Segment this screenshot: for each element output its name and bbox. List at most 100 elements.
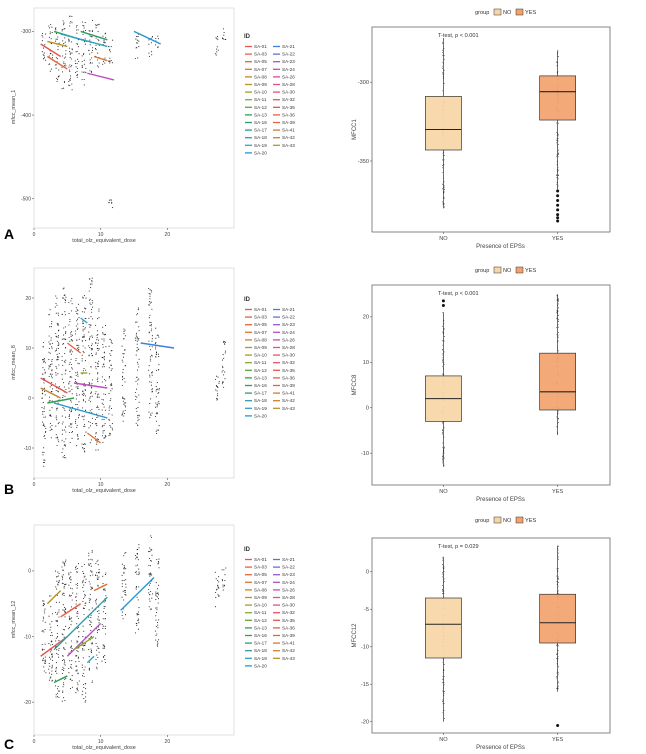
data-point	[70, 426, 72, 428]
data-point	[55, 336, 57, 338]
data-point	[61, 582, 63, 584]
data-point	[96, 666, 98, 668]
data-point	[75, 600, 77, 602]
data-point	[158, 639, 160, 641]
data-point	[61, 338, 63, 340]
data-point	[62, 448, 64, 450]
point-column	[215, 375, 220, 401]
data-point	[149, 594, 151, 596]
data-point	[91, 570, 93, 572]
data-point	[136, 321, 138, 323]
data-point	[70, 353, 72, 355]
data-point	[91, 36, 93, 38]
data-point	[101, 426, 103, 428]
data-point	[71, 49, 73, 51]
data-point	[68, 40, 70, 42]
data-point	[88, 598, 90, 600]
data-point	[84, 308, 87, 310]
jitter-point	[443, 709, 445, 711]
data-point	[83, 385, 85, 387]
data-point	[97, 377, 99, 379]
legend-label: SA-36	[282, 625, 295, 630]
legend-label: SA-13	[254, 112, 267, 117]
point-column	[108, 199, 114, 209]
data-point	[138, 618, 140, 620]
data-point	[157, 369, 159, 371]
data-point	[155, 599, 157, 601]
legend-label: SA-21	[282, 44, 295, 49]
data-point	[110, 199, 112, 201]
data-point	[81, 21, 84, 23]
data-point	[104, 62, 106, 64]
jitter-point	[443, 571, 445, 573]
data-point	[43, 54, 45, 57]
data-point	[49, 342, 51, 345]
legend-label: SA-18	[254, 648, 267, 653]
data-point	[92, 306, 94, 308]
data-point	[55, 415, 57, 417]
data-point	[151, 354, 153, 356]
data-point	[151, 291, 153, 293]
data-point	[57, 330, 60, 332]
data-point	[96, 631, 98, 633]
data-point	[88, 299, 91, 301]
data-point	[90, 366, 92, 368]
data-point	[49, 386, 51, 388]
data-point	[151, 593, 154, 595]
data-point	[56, 356, 59, 358]
data-point	[156, 413, 158, 415]
data-point	[50, 606, 52, 608]
data-point	[42, 600, 44, 602]
data-point	[150, 413, 152, 415]
y-tick-label: -300	[21, 29, 31, 35]
data-point	[149, 298, 151, 300]
regression-line	[47, 397, 75, 404]
data-point	[75, 357, 77, 360]
data-point	[98, 612, 100, 614]
data-point	[108, 407, 110, 409]
data-point	[81, 360, 83, 362]
data-point	[98, 610, 100, 612]
data-point	[98, 360, 100, 362]
jitter-point	[442, 331, 444, 333]
data-point	[64, 616, 66, 618]
data-point	[105, 595, 107, 597]
data-point	[84, 643, 86, 645]
data-point	[158, 387, 160, 390]
data-point	[78, 338, 80, 340]
data-point	[70, 666, 72, 668]
data-point	[91, 571, 93, 573]
data-point	[218, 587, 220, 589]
data-point	[50, 43, 53, 45]
point-column	[134, 307, 140, 426]
data-point	[44, 662, 46, 664]
jitter-point	[443, 692, 445, 694]
data-point	[49, 629, 51, 631]
data-point	[217, 387, 219, 389]
data-point	[217, 586, 219, 588]
legend-label: SA-01	[254, 44, 267, 49]
y-tick-label: -300	[358, 80, 369, 86]
panel-c-scatter: 0 10 200-10-20total_olz_equivalent_dosemfc…	[11, 524, 235, 751]
data-point	[50, 38, 52, 40]
data-point	[102, 441, 104, 443]
data-point	[218, 595, 220, 598]
data-point	[92, 643, 94, 645]
data-point	[57, 342, 59, 344]
data-point	[89, 326, 91, 328]
data-point	[77, 690, 79, 692]
data-point	[104, 628, 106, 630]
point-column	[75, 563, 80, 694]
data-point	[77, 612, 79, 614]
data-point	[52, 54, 54, 56]
data-point	[68, 615, 70, 617]
data-point	[108, 418, 110, 420]
data-point	[71, 388, 73, 390]
data-point	[58, 616, 60, 618]
data-point	[61, 566, 63, 568]
data-point	[89, 283, 91, 285]
x-tick-label: 20	[165, 482, 171, 488]
data-point	[62, 604, 64, 606]
data-point	[85, 431, 87, 433]
data-point	[48, 341, 50, 343]
